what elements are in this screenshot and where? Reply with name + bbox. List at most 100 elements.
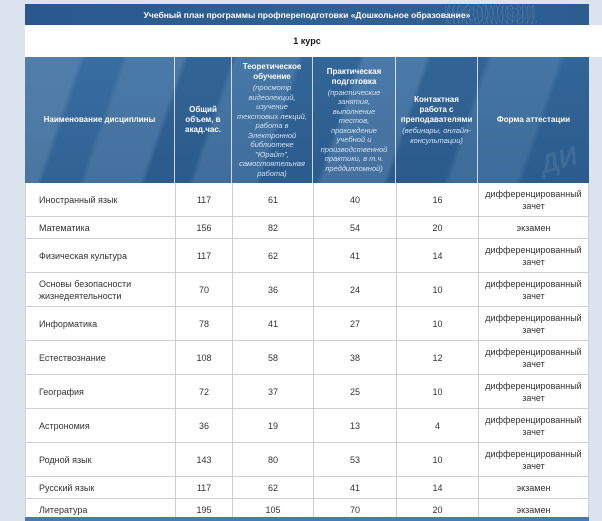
discipline-name-cell: Русский язык	[26, 477, 176, 498]
table-row: Математика 156 82 54 20 экзамен	[26, 217, 588, 239]
discipline-name-cell: Информатика	[26, 307, 176, 340]
column-header-practice: Практическая подготовка (практические зан…	[313, 57, 396, 183]
practice-cell: 54	[314, 217, 397, 238]
table-row: Основы безопасности жизнедеятельности 70 3…	[26, 273, 588, 307]
course-heading: 1 курс	[293, 36, 321, 46]
theory-cell: 62	[233, 477, 314, 498]
column-header-label: Форма аттестации	[496, 115, 571, 124]
total-cell: 70	[176, 273, 233, 306]
contact-cell: 10	[397, 273, 479, 306]
theory-cell: 19	[233, 409, 314, 442]
practice-cell: 41	[314, 477, 397, 498]
discipline-name-cell: Родной язык	[26, 443, 176, 476]
contact-cell: 20	[397, 499, 479, 520]
page-title: Учебный план программы профпереподготовк…	[143, 9, 471, 20]
column-header-label: Наименование дисциплины	[43, 115, 156, 124]
contact-cell: 10	[397, 443, 479, 476]
theory-cell: 58	[233, 341, 314, 374]
table-row: Информатика 78 41 27 10 дифференцированный за…	[26, 307, 588, 341]
table-row: Родной язык 143 80 53 10 дифференцированный з…	[26, 443, 588, 477]
column-header-contact: Контактная работа с преподавателями (веби…	[396, 57, 478, 183]
attestation-cell: дифференцированный зачет	[485, 380, 582, 403]
attestation-cell: экзамен	[516, 482, 551, 493]
discipline-name-cell: Основы безопасности жизнедеятельности	[26, 273, 176, 306]
table-header-row: ДИ Наименование дисциплины Общий объем, в…	[25, 57, 589, 183]
total-cell: 72	[176, 375, 233, 408]
total-cell: 156	[176, 217, 233, 238]
practice-cell: 25	[314, 375, 397, 408]
contact-cell: 20	[397, 217, 479, 238]
discipline-name-cell: Естествознание	[26, 341, 176, 374]
contact-cell: 16	[397, 183, 479, 216]
practice-cell: 70	[314, 499, 397, 520]
practice-cell: 40	[314, 183, 397, 216]
attestation-cell: дифференцированный зачет	[485, 448, 582, 471]
column-header-attestation: Форма аттестации	[478, 57, 589, 183]
column-header-subtext: (практические занятия, выполнение тестов…	[320, 87, 388, 173]
table-row: Иностранный язык 117 61 40 16 дифференцирован…	[26, 183, 588, 217]
contact-cell: 10	[397, 307, 479, 340]
column-header-label: Контактная работа с преподавателями	[400, 95, 473, 124]
contact-cell: 4	[397, 409, 479, 442]
table-row: География 72 37 25 10 дифференцированный заче…	[26, 375, 588, 409]
total-cell: 108	[176, 341, 233, 374]
theory-cell: 105	[233, 499, 314, 520]
table-row: Астрономия 36 19 13 4 дифференцированный заче…	[26, 409, 588, 443]
attestation-cell: дифференцированный зачет	[485, 346, 582, 369]
total-cell: 117	[176, 183, 233, 216]
table-body: Иностранный язык 117 61 40 16 дифференцирован…	[25, 183, 589, 521]
practice-cell: 41	[314, 239, 397, 272]
total-cell: 78	[176, 307, 233, 340]
column-header-subtext: (просмотр видеолекций, изучение текстовы…	[237, 83, 307, 178]
discipline-name-cell: География	[26, 375, 176, 408]
column-header-label: Теоретическое обучение	[242, 62, 302, 81]
course-band: 1 курс	[25, 25, 602, 57]
bottom-accent-bar	[25, 517, 589, 521]
attestation-cell: дифференцированный зачет	[485, 244, 582, 267]
column-header-name: Наименование дисциплины	[25, 57, 175, 183]
attestation-cell: экзамен	[516, 504, 551, 515]
column-header-label: Общий объем, в акад.час.	[185, 105, 221, 134]
theory-cell: 37	[233, 375, 314, 408]
curriculum-table: ДИ Наименование дисциплины Общий объем, в…	[25, 57, 589, 521]
theory-cell: 62	[233, 239, 314, 272]
discipline-name-cell: Физическая культура	[26, 239, 176, 272]
theory-cell: 82	[233, 217, 314, 238]
total-cell: 36	[176, 409, 233, 442]
column-header-subtext: (вебинары, онлайн-консультации)	[402, 126, 471, 145]
practice-cell: 24	[314, 273, 397, 306]
contact-cell: 14	[397, 477, 479, 498]
theory-cell: 61	[233, 183, 314, 216]
contact-cell: 12	[397, 341, 479, 374]
theory-cell: 41	[233, 307, 314, 340]
total-cell: 143	[176, 443, 233, 476]
column-header-label: Практическая подготовка	[326, 66, 382, 86]
column-header-theory: Теоретическое обучение (просмотр видеолек…	[232, 57, 313, 183]
table-row: Естествознание 108 58 38 12 дифференцированны…	[26, 341, 588, 375]
discipline-name-cell: Литература	[26, 499, 176, 520]
total-cell: 117	[176, 477, 233, 498]
contact-cell: 10	[397, 375, 479, 408]
table-row: Русский язык 117 62 41 14 экзамен	[26, 477, 588, 499]
practice-cell: 53	[314, 443, 397, 476]
total-cell: 195	[176, 499, 233, 520]
attestation-cell: дифференцированный зачет	[485, 312, 582, 335]
discipline-name-cell: Иностранный язык	[26, 183, 176, 216]
practice-cell: 13	[314, 409, 397, 442]
attestation-cell: дифференцированный зачет	[485, 188, 582, 211]
theory-cell: 36	[233, 273, 314, 306]
discipline-name-cell: Астрономия	[26, 409, 176, 442]
total-cell: 117	[176, 239, 233, 272]
practice-cell: 27	[314, 307, 397, 340]
discipline-name-cell: Математика	[26, 217, 176, 238]
table-row: Физическая культура 117 62 41 14 дифференциро…	[26, 239, 588, 273]
column-header-total: Общий объем, в акад.час.	[175, 57, 232, 183]
practice-cell: 38	[314, 341, 397, 374]
attestation-cell: экзамен	[516, 222, 551, 233]
table-title-banner: Учебный план программы профпереподготовк…	[25, 4, 589, 25]
attestation-cell: дифференцированный зачет	[485, 278, 582, 301]
contact-cell: 14	[397, 239, 479, 272]
theory-cell: 80	[233, 443, 314, 476]
attestation-cell: дифференцированный зачет	[485, 414, 582, 437]
